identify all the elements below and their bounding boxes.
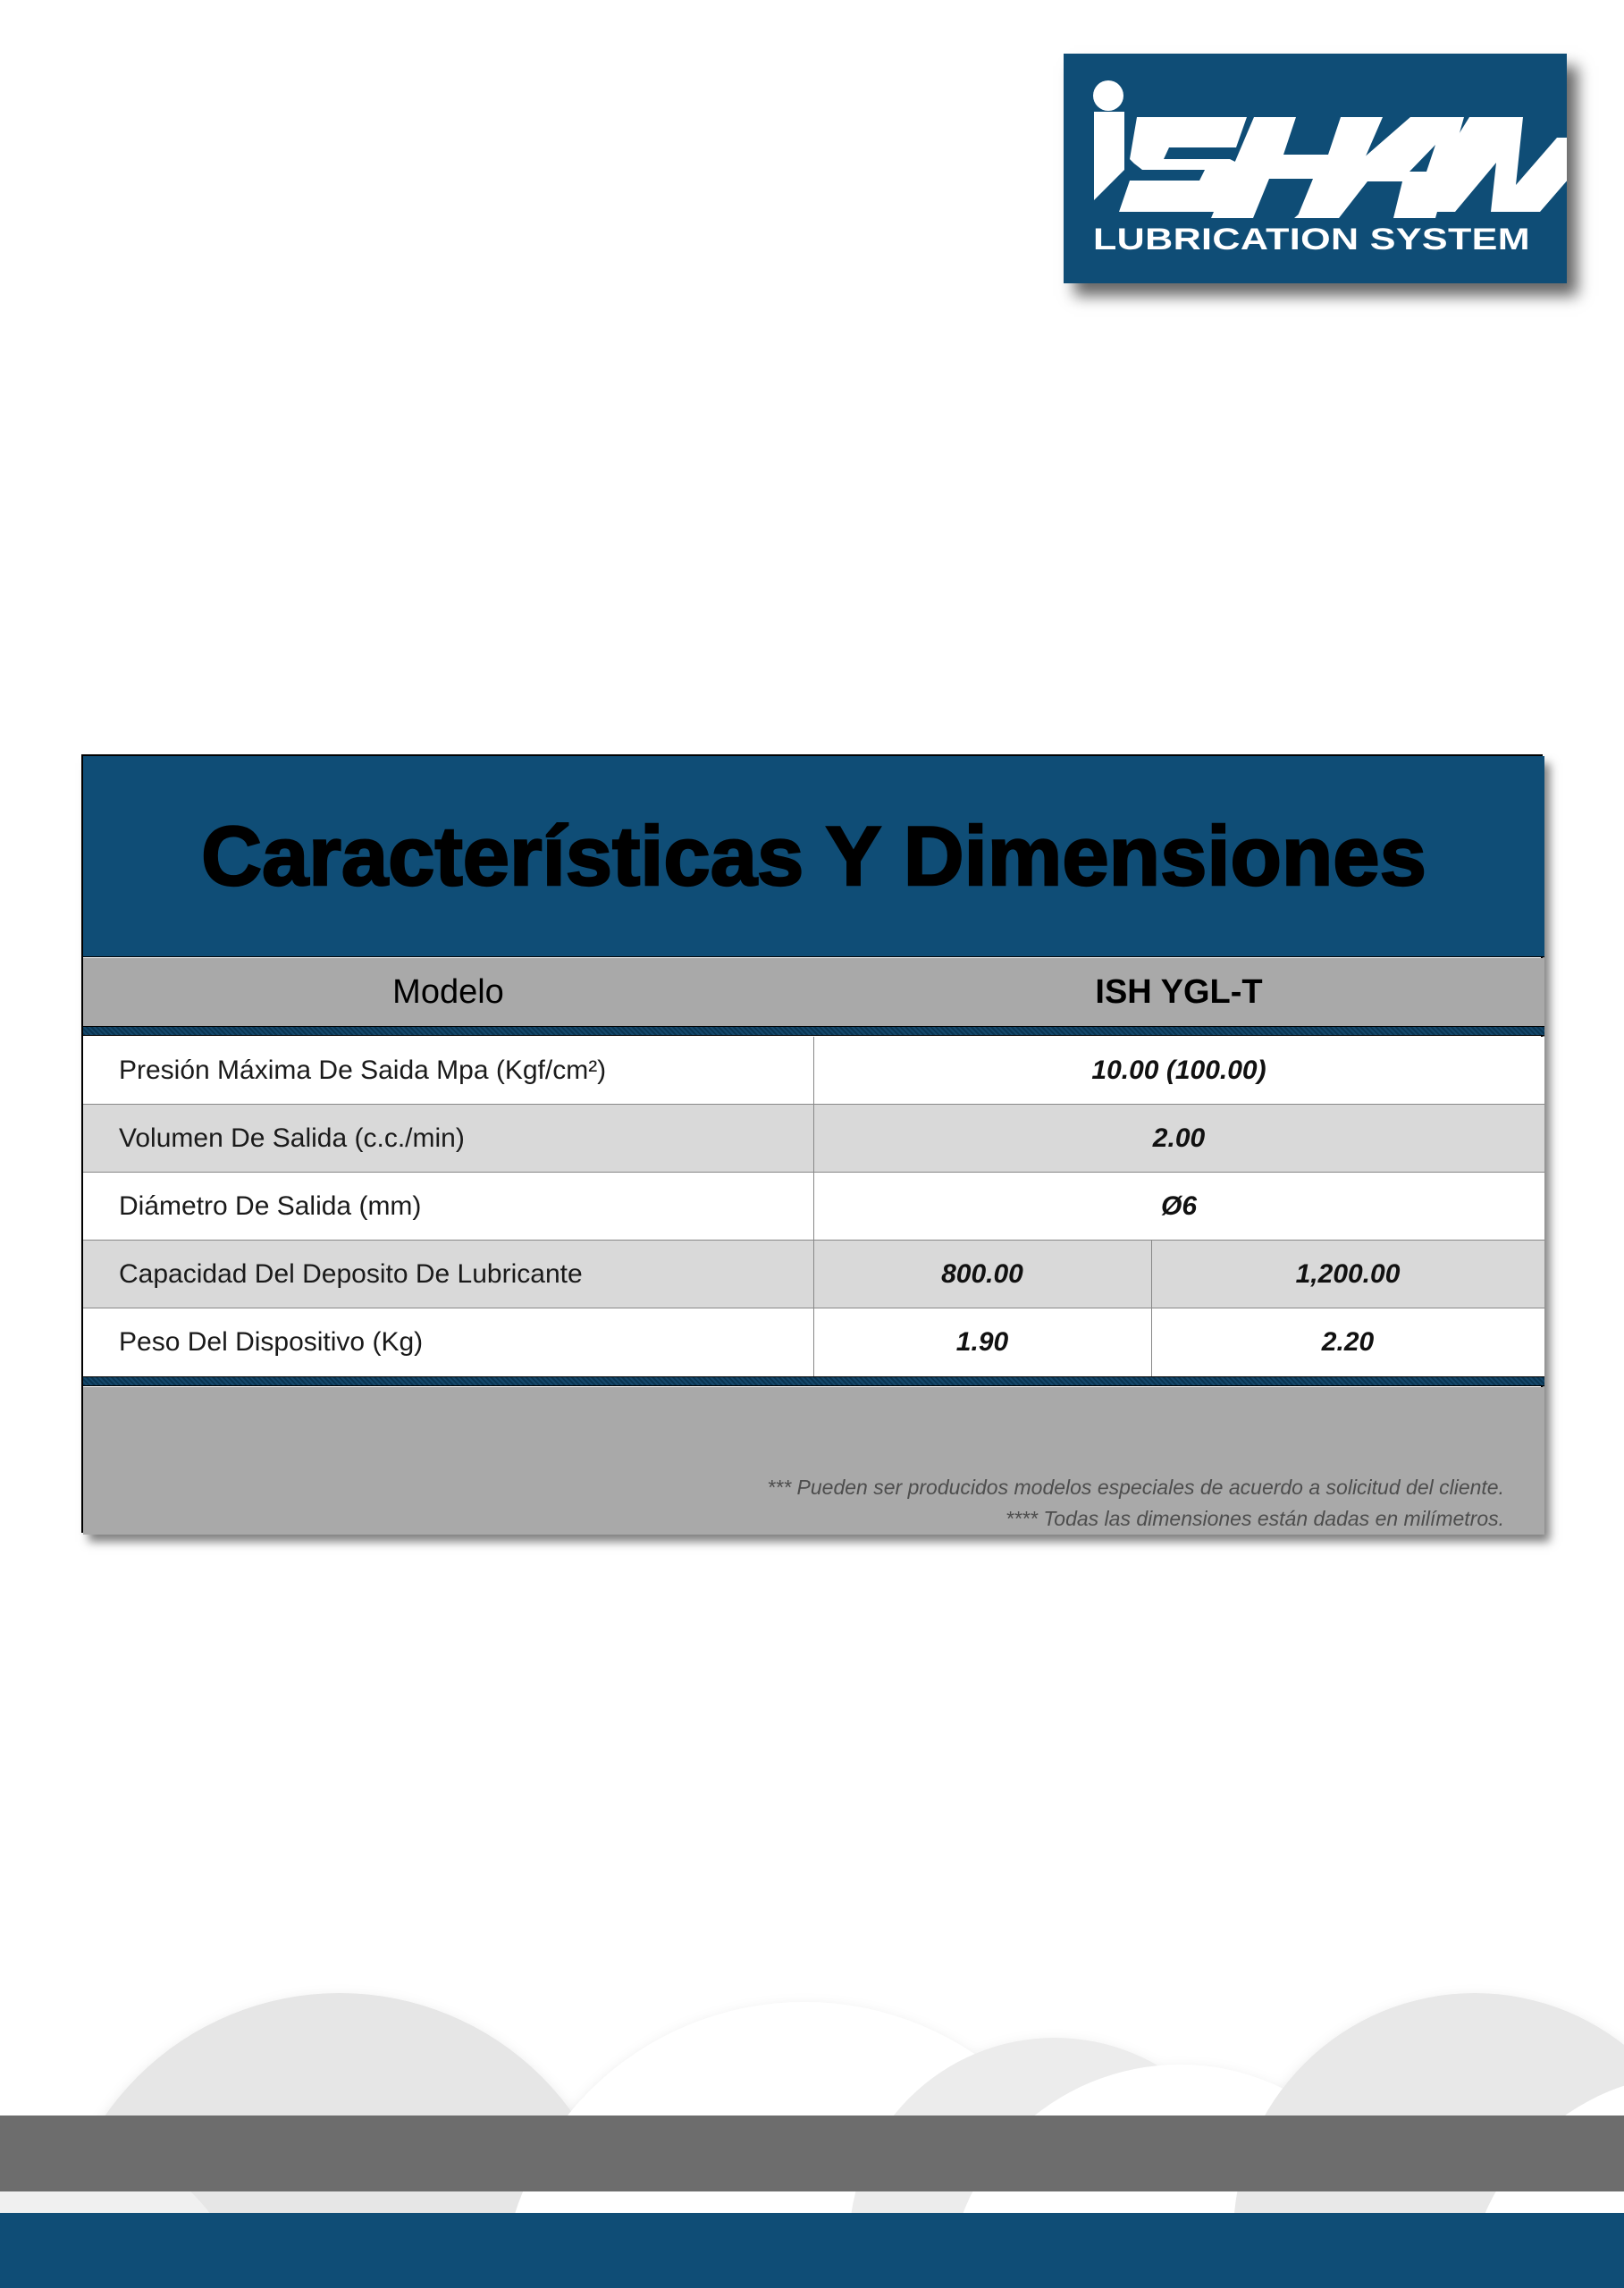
svg-text:LUBRICATION SYSTEM: LUBRICATION SYSTEM: [1093, 223, 1530, 257]
